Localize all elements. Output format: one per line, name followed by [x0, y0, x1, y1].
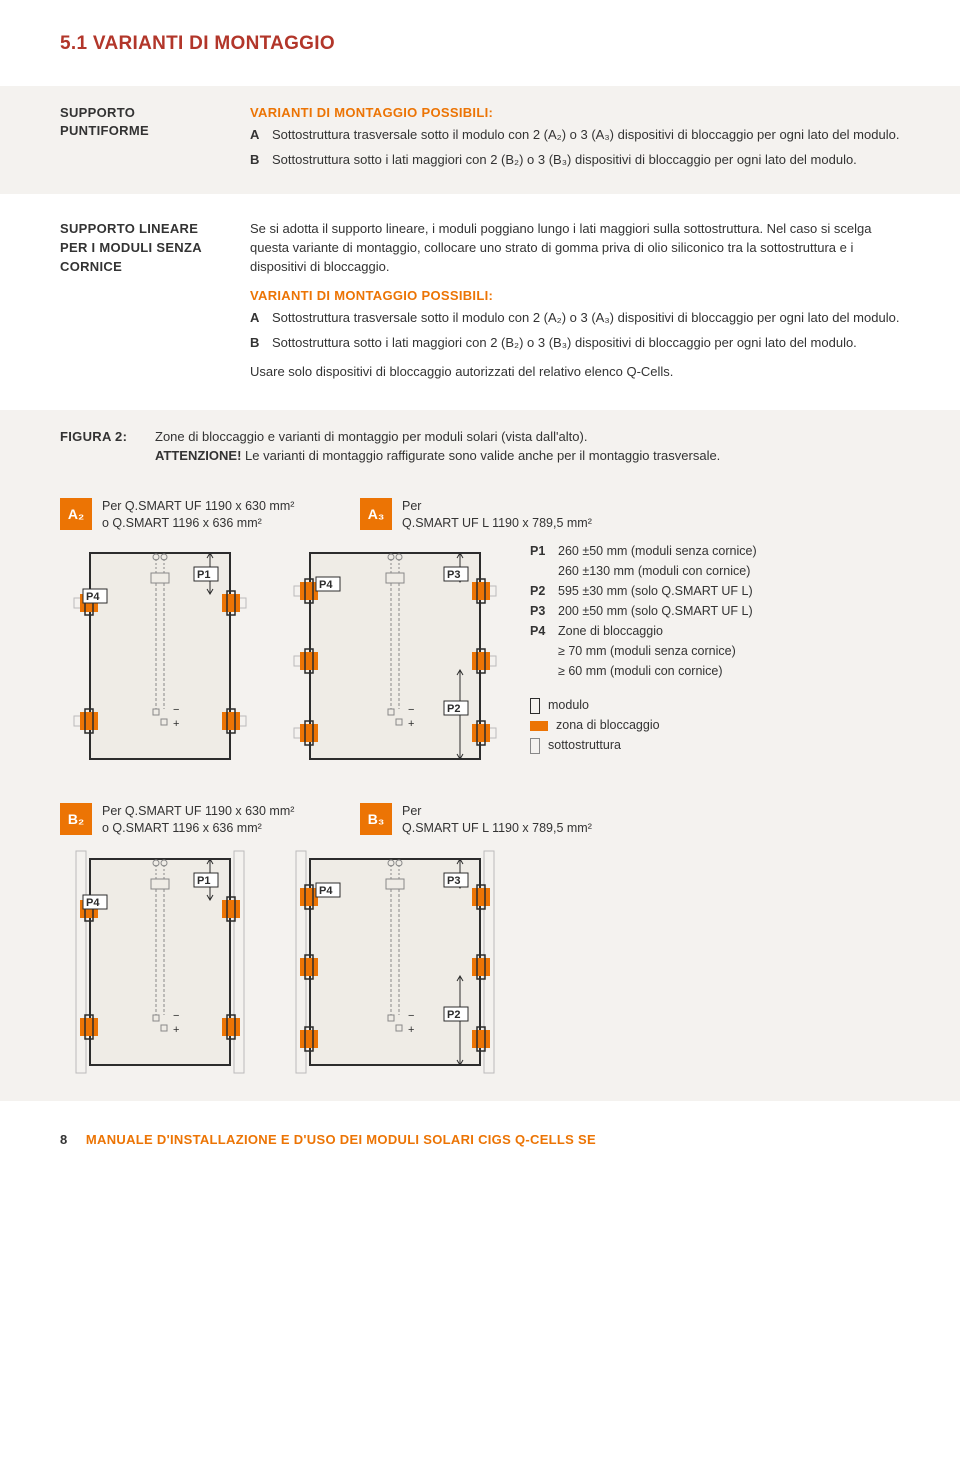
badge-a2: A₂ — [60, 498, 92, 530]
badge-a3: A₃ — [360, 498, 392, 530]
block-figura: FIGURA 2: Zone di bloccaggio e varianti … — [0, 410, 960, 1101]
svg-text:+: + — [173, 1024, 179, 1036]
left-label: CORNICE — [60, 258, 250, 277]
badge-text: Per Q.SMART UF 1190 x 630 mm² — [102, 498, 294, 515]
variants-title: VARIANTI DI MONTAGGIO POSSIBILI: — [250, 104, 900, 123]
badge-b2: B₂ — [60, 803, 92, 835]
legend: P1260 ±50 mm (moduli senza cornice) 260 … — [530, 541, 757, 755]
left-label: SUPPORTO — [60, 104, 250, 123]
item-letter: A — [250, 309, 272, 328]
item-text: Sottostruttura sotto i lati maggiori con… — [272, 334, 900, 353]
svg-text:−: − — [408, 1010, 414, 1022]
item-letter: B — [250, 151, 272, 170]
intro-text: Se si adotta il supporto lineare, i modu… — [250, 220, 900, 277]
svg-text:+: + — [173, 718, 179, 730]
svg-text:P4: P4 — [86, 897, 100, 909]
diagram-b2: − + P4 P1 — [60, 847, 260, 1083]
badge-text: Q.SMART UF L 1190 x 789,5 mm² — [402, 515, 592, 532]
variants-title: VARIANTI DI MONTAGGIO POSSIBILI: — [250, 287, 900, 306]
item-text: Sottostruttura sotto i lati maggiori con… — [272, 151, 900, 170]
badge-text: Per — [402, 803, 592, 820]
diagram-a3: − + P3 P2 P4 — [280, 541, 510, 777]
page-footer: 8 MANUALE D'INSTALLAZIONE E D'USO DEI MO… — [60, 1131, 900, 1150]
svg-text:P1: P1 — [197, 569, 210, 581]
item-text: Sottostruttura trasversale sotto il modu… — [272, 126, 900, 145]
figure-text: Zone di bloccaggio e varianti di montagg… — [155, 428, 900, 447]
svg-text:P2: P2 — [447, 703, 460, 715]
svg-text:−: − — [173, 704, 179, 716]
item-letter: B — [250, 334, 272, 353]
item-text: Sottostruttura trasversale sotto il modu… — [272, 309, 900, 328]
svg-text:P3: P3 — [447, 875, 460, 887]
svg-text:+: + — [408, 718, 414, 730]
svg-text:P1: P1 — [197, 875, 210, 887]
diagram-a2: − + P4 P1 — [60, 541, 260, 777]
diagram-b3: − + P3 P2 P4 — [280, 847, 510, 1083]
svg-text:+: + — [408, 1024, 414, 1036]
badge-text: Q.SMART UF L 1190 x 789,5 mm² — [402, 820, 592, 837]
badge-text: o Q.SMART 1196 x 636 mm² — [102, 820, 294, 837]
section-heading: 5.1 VARIANTI DI MONTAGGIO — [60, 30, 900, 58]
svg-text:P4: P4 — [319, 885, 333, 897]
left-label: SUPPORTO LINEARE — [60, 220, 250, 239]
outro-text: Usare solo dispositivi di bloccaggio aut… — [250, 363, 900, 382]
svg-text:P4: P4 — [319, 579, 333, 591]
item-letter: A — [250, 126, 272, 145]
figure-text: ATTENZIONE! Le varianti di montaggio raf… — [155, 447, 900, 466]
svg-text:P3: P3 — [447, 569, 460, 581]
left-label: PUNTIFORME — [60, 122, 250, 141]
badge-text: o Q.SMART 1196 x 636 mm² — [102, 515, 294, 532]
svg-text:P2: P2 — [447, 1009, 460, 1021]
badge-text: Per Q.SMART UF 1190 x 630 mm² — [102, 803, 294, 820]
block-supporto-puntiforme: SUPPORTO PUNTIFORME VARIANTI DI MONTAGGI… — [0, 86, 960, 195]
svg-text:P4: P4 — [86, 591, 100, 603]
badge-text: Per — [402, 498, 592, 515]
badge-b3: B₃ — [360, 803, 392, 835]
left-label: PER I MODULI SENZA — [60, 239, 250, 258]
svg-text:−: − — [173, 1010, 179, 1022]
figure-label: FIGURA 2: — [60, 428, 155, 447]
block-supporto-lineare: SUPPORTO LINEARE PER I MODULI SENZA CORN… — [60, 194, 900, 410]
svg-text:−: − — [408, 704, 414, 716]
